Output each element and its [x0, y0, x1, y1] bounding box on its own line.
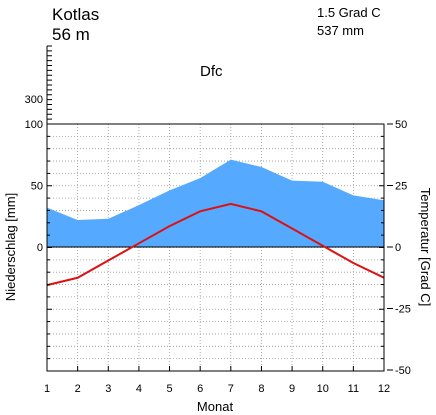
annual-precipitation: 537 mm [317, 23, 364, 38]
x-tick-label: 6 [197, 383, 203, 395]
x-tick-label: 3 [105, 383, 111, 395]
x-tick-label: 9 [289, 383, 295, 395]
precip-tick-label: 0 [37, 242, 43, 254]
temp-tick-label: 0 [395, 242, 401, 254]
station-elevation: 56 m [52, 25, 90, 44]
annual-temperature: 1.5 Grad C [317, 5, 381, 20]
right-axis-title: Temperatur [Grad C] [418, 188, 433, 307]
x-tick-label: 8 [258, 383, 264, 395]
upper-precip-axis: 300 [25, 45, 52, 125]
precip-tick-label: 50 [31, 181, 43, 193]
upper-tick-label: 300 [25, 94, 43, 106]
precipitation-area [47, 159, 384, 247]
temp-tick-label: -50 [395, 365, 411, 377]
x-tick-label: 2 [75, 383, 81, 395]
x-tick-label: 7 [228, 383, 234, 395]
x-tick-label: 5 [166, 383, 172, 395]
station-name: Kotlas [52, 5, 99, 24]
x-tick-label: 10 [317, 383, 329, 395]
temp-tick-label: -25 [395, 304, 411, 316]
precip-tick-label: 100 [25, 119, 43, 131]
temperature-line [46, 202, 385, 287]
koeppen-class: Dfc [200, 63, 223, 80]
x-axis-title: Monat [197, 399, 234, 414]
x-tick-label: 12 [378, 383, 390, 395]
left-axis-title: Niederschlag [mm] [3, 193, 18, 301]
temp-tick-label: 25 [395, 181, 407, 193]
x-tick-label: 4 [136, 383, 142, 395]
temp-tick-label: 50 [395, 119, 407, 131]
x-tick-label: 1 [44, 383, 50, 395]
x-tick-label: 11 [348, 383, 359, 395]
